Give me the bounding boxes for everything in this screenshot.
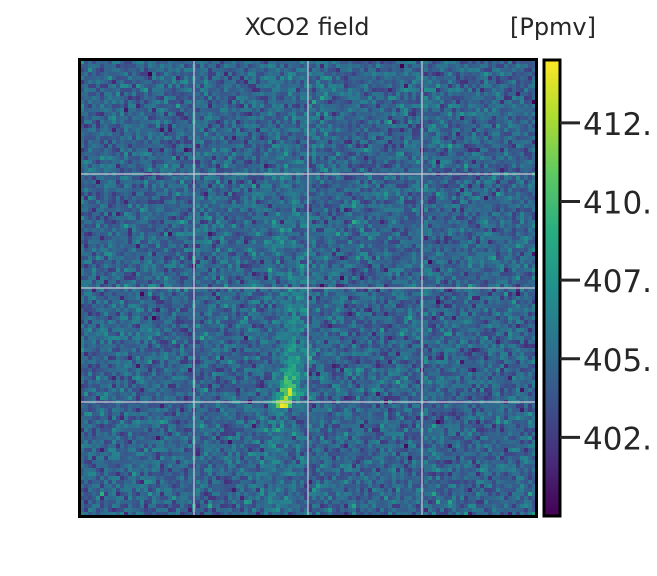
grid-lines (80, 60, 536, 516)
colorbar-frame (542, 58, 562, 518)
colorbar-tick-label: 412. (583, 107, 652, 143)
colorbar-unit-label: [Ppmv] (510, 13, 596, 41)
colorbar-tick-label: 410. (583, 186, 652, 222)
colorbar-tick-label: 402. (583, 421, 652, 457)
plot-frame (78, 58, 538, 518)
colorbar-tick-label: 407. (583, 264, 652, 300)
colorbar-gradient (544, 60, 560, 516)
colorbar-tick-label: 405. (583, 343, 652, 379)
colorbar-ticks: 402. 405. 407. 410. 412. (560, 107, 652, 457)
chart-title: XCO2 field (244, 13, 369, 41)
